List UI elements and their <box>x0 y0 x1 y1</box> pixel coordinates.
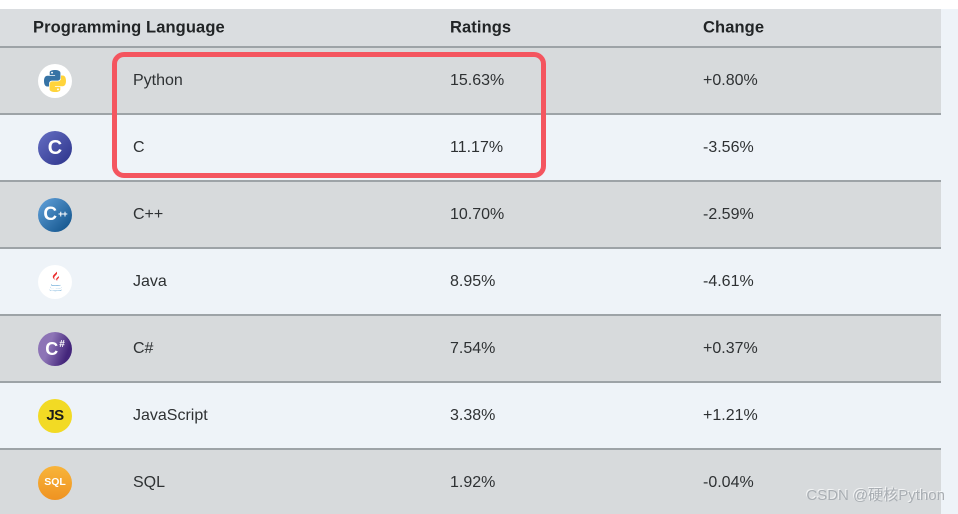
python-icon <box>38 63 72 98</box>
header-change: Change <box>703 18 765 36</box>
language-name-cell: JavaScript <box>133 406 208 424</box>
change-value-cell: +0.37% <box>703 339 758 357</box>
language-name-cell: C <box>133 138 145 156</box>
language-ranking-table: Programming Language Ratings Change Pyth… <box>0 9 941 514</box>
change-value-cell: +0.80% <box>703 71 758 89</box>
change-value-cell: -2.59% <box>703 205 754 223</box>
change-value-cell: -0.04% <box>703 473 754 491</box>
table-row: SQL SQL 1.92% -0.04% <box>0 450 941 514</box>
table-row: Python 15.63% +0.80% <box>0 48 941 115</box>
java-icon <box>38 264 72 299</box>
rating-value-cell: 3.38% <box>450 406 496 424</box>
language-name-cell: C++ <box>133 205 164 223</box>
table-row: JS JavaScript 3.38% +1.21% <box>0 383 941 450</box>
javascript-icon: JS <box>38 398 72 433</box>
change-value-cell: +1.21% <box>703 406 758 424</box>
rating-value-cell: 1.92% <box>450 473 496 491</box>
header-ratings: Ratings <box>450 18 512 36</box>
change-value-cell: -3.56% <box>703 138 754 156</box>
rating-value-cell: 11.17% <box>450 138 504 156</box>
rating-value-cell: 8.95% <box>450 272 496 290</box>
cpp-icon: C ++ <box>38 197 72 232</box>
rating-value-cell: 15.63% <box>450 71 505 89</box>
rating-value-cell: 10.70% <box>450 205 505 223</box>
csdn-watermark: CSDN @硬核Python <box>806 487 945 504</box>
header-programming-language: Programming Language <box>33 18 225 36</box>
top-divider-strip <box>0 0 958 9</box>
csharp-icon: C # <box>38 331 72 366</box>
table-row: Java 8.95% -4.61% <box>0 249 941 316</box>
c-icon: C <box>38 130 72 165</box>
language-name-cell: Java <box>133 272 167 290</box>
rating-value-cell: 7.54% <box>450 339 496 357</box>
table-row: C C 11.17% -3.56% <box>0 115 941 182</box>
table-body: Python 15.63% +0.80% C C 11.17% -3.56% C… <box>0 48 941 514</box>
language-name-cell: C# <box>133 339 154 357</box>
sql-icon: SQL <box>38 465 72 500</box>
language-name-cell: Python <box>133 71 183 89</box>
language-name-cell: SQL <box>133 473 166 491</box>
table-row: C ++ C++ 10.70% -2.59% <box>0 182 941 249</box>
table-header-row: Programming Language Ratings Change <box>0 9 941 48</box>
table-row: C # C# 7.54% +0.37% <box>0 316 941 383</box>
change-value-cell: -4.61% <box>703 272 754 290</box>
